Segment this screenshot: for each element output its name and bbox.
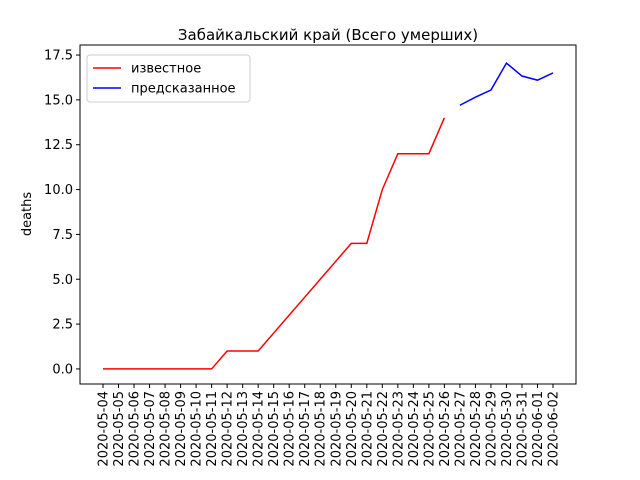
x-tick-label: 2020-05-19 — [329, 391, 344, 467]
x-tick-label: 2020-05-10 — [190, 391, 205, 467]
chart-title: Забайкальский край (Всего умерших) — [178, 26, 478, 44]
x-tick-label: 2020-05-04 — [97, 391, 112, 467]
y-axis-label: deaths — [20, 192, 35, 237]
x-tick-label: 2020-05-21 — [360, 391, 375, 467]
plot-frame — [79, 44, 577, 385]
x-tick-label: 2020-05-05 — [112, 391, 127, 467]
x-tick-label: 2020-05-22 — [376, 391, 391, 467]
x-tick-label: 2020-05-17 — [298, 391, 313, 467]
x-tick-label: 2020-05-26 — [438, 391, 453, 467]
x-tick-label: 2020-05-14 — [252, 391, 267, 467]
y-tick-label: 7.5 — [52, 228, 73, 243]
x-tick-label: 2020-05-15 — [267, 391, 282, 467]
x-tick-label: 2020-05-13 — [236, 391, 251, 467]
y-tick-label: 2.5 — [52, 318, 73, 333]
legend-label: предсказанное — [131, 82, 236, 97]
x-tick-label: 2020-05-16 — [283, 391, 298, 467]
x-tick-label: 2020-05-09 — [174, 391, 189, 467]
x-tick-label: 2020-05-07 — [143, 391, 158, 467]
x-tick-label: 2020-05-06 — [128, 391, 143, 467]
y-tick-label: 12.5 — [44, 138, 73, 153]
x-tick-label: 2020-05-08 — [159, 391, 174, 467]
x-tick-label: 2020-05-31 — [515, 391, 530, 467]
line — [103, 117, 446, 370]
legend-label: известное — [131, 62, 201, 77]
x-tick-label: 2020-05-11 — [205, 391, 220, 467]
y-tick-label: 15.0 — [44, 93, 73, 108]
x-tick-label: 2020-05-18 — [314, 391, 329, 467]
x-tick-label: 2020-05-27 — [453, 391, 468, 467]
x-tick-label: 2020-05-29 — [484, 391, 499, 467]
x-tick-label: 2020-05-28 — [469, 391, 484, 467]
x-tick-label: 2020-05-20 — [345, 391, 360, 467]
x-tick-label: 2020-05-25 — [422, 391, 437, 467]
y-tick-label: 10.0 — [44, 183, 73, 198]
x-tick-label: 2020-05-12 — [221, 391, 236, 467]
x-tick-label: 2020-06-01 — [531, 391, 546, 467]
y-tick-label: 0.0 — [52, 362, 73, 377]
x-tick-label: 2020-05-23 — [391, 391, 406, 467]
y-tick-label: 5.0 — [52, 273, 73, 288]
x-tick-label: 2020-05-24 — [407, 391, 422, 467]
y-tick-label: 17.5 — [44, 49, 73, 64]
legend-box — [86, 54, 251, 103]
line — [459, 61, 554, 106]
x-tick-label: 2020-05-30 — [500, 391, 515, 467]
x-tick-label: 2020-06-02 — [547, 391, 562, 467]
